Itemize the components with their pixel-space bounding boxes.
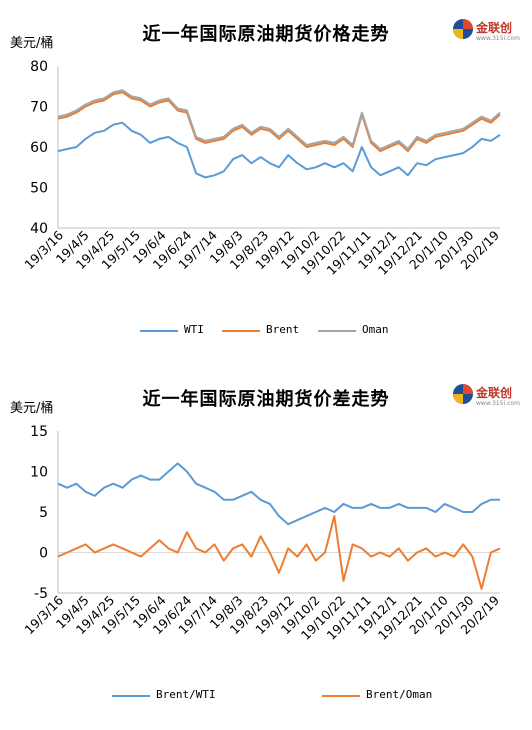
unit-label: 美元/桶	[10, 36, 54, 51]
legend-swatch	[222, 330, 260, 332]
logo-brand: 金联创	[476, 21, 513, 35]
y-tick-label: 70	[30, 100, 48, 116]
legend-swatch	[112, 695, 150, 697]
y-tick-label: 50	[30, 181, 48, 197]
legend-label: Oman	[362, 323, 389, 336]
series-line-brent-oman	[57, 515, 501, 590]
logo-icon	[453, 19, 473, 39]
y-tick-label: 60	[30, 140, 48, 156]
y-tick-label: 10	[30, 465, 48, 481]
brand-logo: 金联创 www.315i.com	[452, 18, 524, 48]
y-tick-label: 15	[30, 424, 48, 440]
logo-site: www.315i.com	[476, 400, 520, 407]
legend: WTI Brent Oman	[0, 323, 532, 339]
unit-label: 美元/桶	[10, 401, 54, 416]
legend-swatch	[318, 330, 356, 332]
spread-chart-panel: 近一年国际原油期货价差走势 美元/桶 金联创 www.315i.com -5 0 5…	[0, 365, 532, 730]
legend: Brent/WTI Brent/Oman	[0, 688, 532, 704]
spread-line-chart: -505101519/3/1619/4/519/4/2519/5/1519/6/…	[21, 424, 502, 643]
logo-site: www.315i.com	[476, 35, 520, 42]
legend-swatch	[322, 695, 360, 697]
price-chart-panel: 近一年国际原油期货价格走势 美元/桶 金联创 www.315i.com 40 50…	[0, 18, 532, 339]
y-tick-label: 0	[39, 546, 48, 562]
legend-label: Brent/WTI	[156, 688, 216, 701]
price-line-chart: 405060708019/3/1619/4/519/4/2519/5/1519/…	[21, 59, 502, 278]
series-line-wti	[57, 121, 501, 179]
legend-swatch	[140, 330, 178, 332]
legend-label: Brent/Oman	[366, 688, 433, 701]
series-line-oman	[57, 89, 501, 150]
logo-brand: 金联创	[476, 386, 513, 400]
brand-logo: 金联创 www.315i.com	[452, 383, 524, 413]
chart-title: 近一年国际原油期货价格走势	[142, 24, 390, 45]
logo-icon	[453, 384, 473, 404]
chart-title: 近一年国际原油期货价差走势	[142, 389, 390, 410]
series-line-brent	[57, 91, 501, 153]
legend-label: Brent	[266, 323, 300, 336]
y-tick-label: 80	[30, 59, 48, 75]
legend-label: WTI	[184, 323, 204, 336]
y-tick-label: 40	[30, 221, 48, 237]
y-tick-label: 5	[39, 505, 48, 521]
y-tick-label: -5	[34, 586, 48, 602]
series-line-brent-wti	[57, 462, 500, 526]
